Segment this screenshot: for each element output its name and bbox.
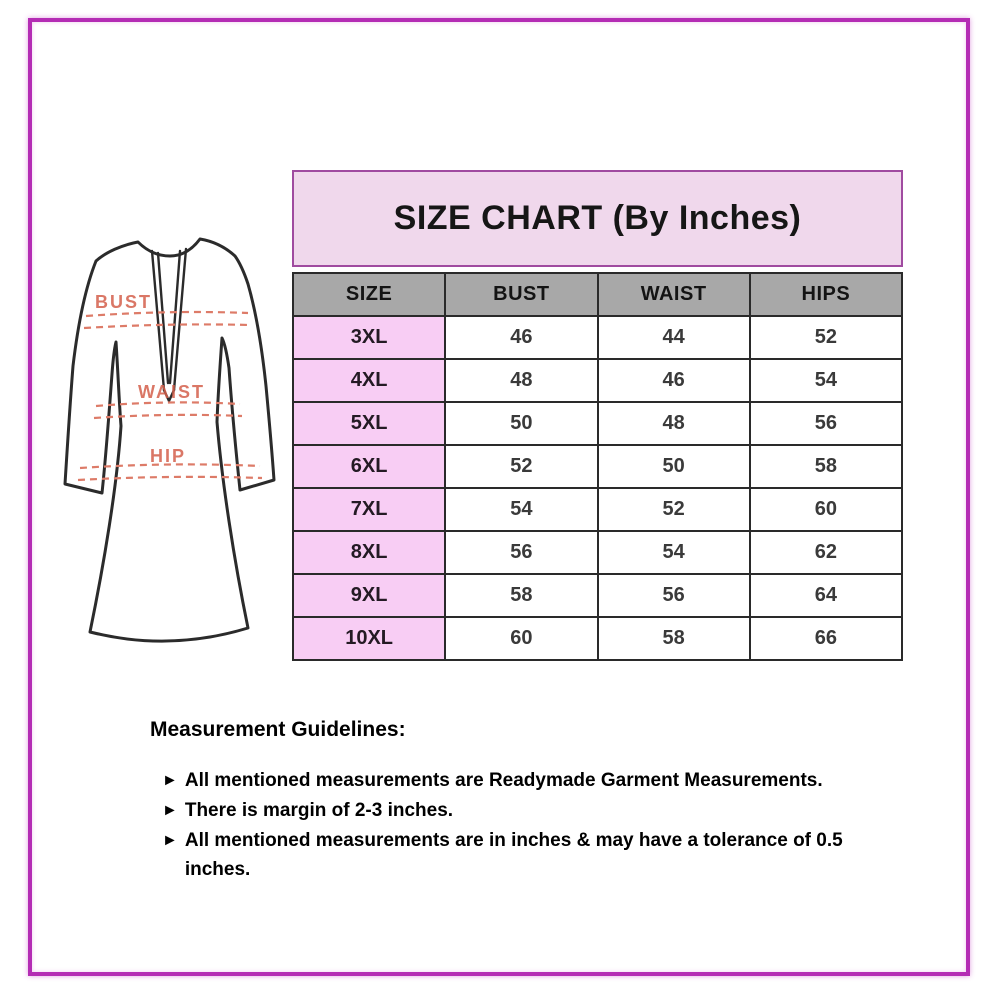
column-header-size: SIZE [291,272,447,317]
column-header-waist: WAIST [596,272,751,317]
measurement-cell: 56 [748,401,904,446]
measurement-cell: 64 [748,573,904,618]
size-cell: 10XL [291,616,447,661]
kurti-outline [63,237,276,643]
table-header-row: SIZE BUST WAIST HIPS [291,272,904,317]
table-row: 6XL 52 50 58 [291,444,904,489]
size-chart-table: SIZE BUST WAIST HIPS 3XL 46 44 52 4XL 48 46 54 5… [291,272,904,661]
measurement-cell: 62 [748,530,904,575]
column-header-hips: HIPS [748,272,904,317]
waist-line-label: WAIST [138,382,205,402]
measurement-cell: 52 [444,444,599,489]
table-row: 10XL 60 58 66 [291,616,904,661]
guidelines-list: ► All mentioned measurements are Readymad… [150,766,910,884]
guideline-text: There is margin of 2-3 inches. [184,800,454,821]
size-chart-title-band: SIZE CHART (By Inches) [292,170,903,267]
table-row: 7XL 54 52 60 [291,487,904,532]
neck-placket [150,247,188,404]
bust-line-label: BUST [95,292,152,312]
measurement-cell: 58 [444,573,599,618]
measurement-cell: 46 [444,315,599,360]
guideline-text: All mentioned measurements are in inches… [184,830,843,880]
measurement-cell: 48 [596,401,751,446]
table-row: 3XL 46 44 52 [291,315,904,360]
table-row: 8XL 56 54 62 [291,530,904,575]
guideline-item: ► There is margin of 2-3 inches. [150,796,910,826]
measurement-cell: 46 [596,358,751,403]
guideline-item: ► All mentioned measurements are Readymad… [150,766,910,796]
measurement-cell: 60 [444,616,599,661]
guidelines-heading: Measurement Guidelines: [150,718,406,741]
hip-line-label: HIP [150,446,186,466]
table-row: 4XL 48 46 54 [291,358,904,403]
size-chart-panel: BUST WAIST HIP SIZE CHART (By Inches) SI… [28,18,970,976]
garment-sketch: BUST WAIST HIP [63,237,276,643]
measurement-dashed-lines [77,310,263,482]
measurement-cell: 48 [444,358,599,403]
bullet-arrow-icon: ► [162,772,178,789]
measurement-cell: 56 [444,530,599,575]
measurement-cell: 52 [748,315,904,360]
measurement-cell: 54 [748,358,904,403]
measurement-cell: 50 [596,444,751,489]
size-cell: 6XL [291,444,447,489]
size-cell: 8XL [291,530,447,575]
size-cell: 9XL [291,573,447,618]
guideline-item: ► All mentioned measurements are in inche… [150,826,910,884]
size-cell: 7XL [291,487,447,532]
measurement-cell: 54 [596,530,751,575]
bullet-arrow-icon: ► [162,832,178,849]
size-cell: 3XL [291,315,447,360]
size-cell: 4XL [291,358,447,403]
measurement-cell: 60 [748,487,904,532]
size-cell: 5XL [291,401,447,446]
guidelines-section: Measurement Guidelines: ► All mentioned m… [150,718,910,884]
column-header-bust: BUST [444,272,599,317]
measurement-cell: 52 [596,487,751,532]
guideline-text: All mentioned measurements are Readymade… [184,770,823,791]
measurement-cell: 44 [596,315,751,360]
bullet-arrow-icon: ► [162,802,178,819]
measurement-cell: 50 [444,401,599,446]
measurement-cell: 58 [596,616,751,661]
table-row: 5XL 50 48 56 [291,401,904,446]
measurement-cell: 66 [748,616,904,661]
measurement-cell: 54 [444,487,599,532]
size-chart-title: SIZE CHART (By Inches) [393,199,802,237]
table-row: 9XL 58 56 64 [291,573,904,618]
measurement-cell: 58 [748,444,904,489]
measurement-cell: 56 [596,573,751,618]
